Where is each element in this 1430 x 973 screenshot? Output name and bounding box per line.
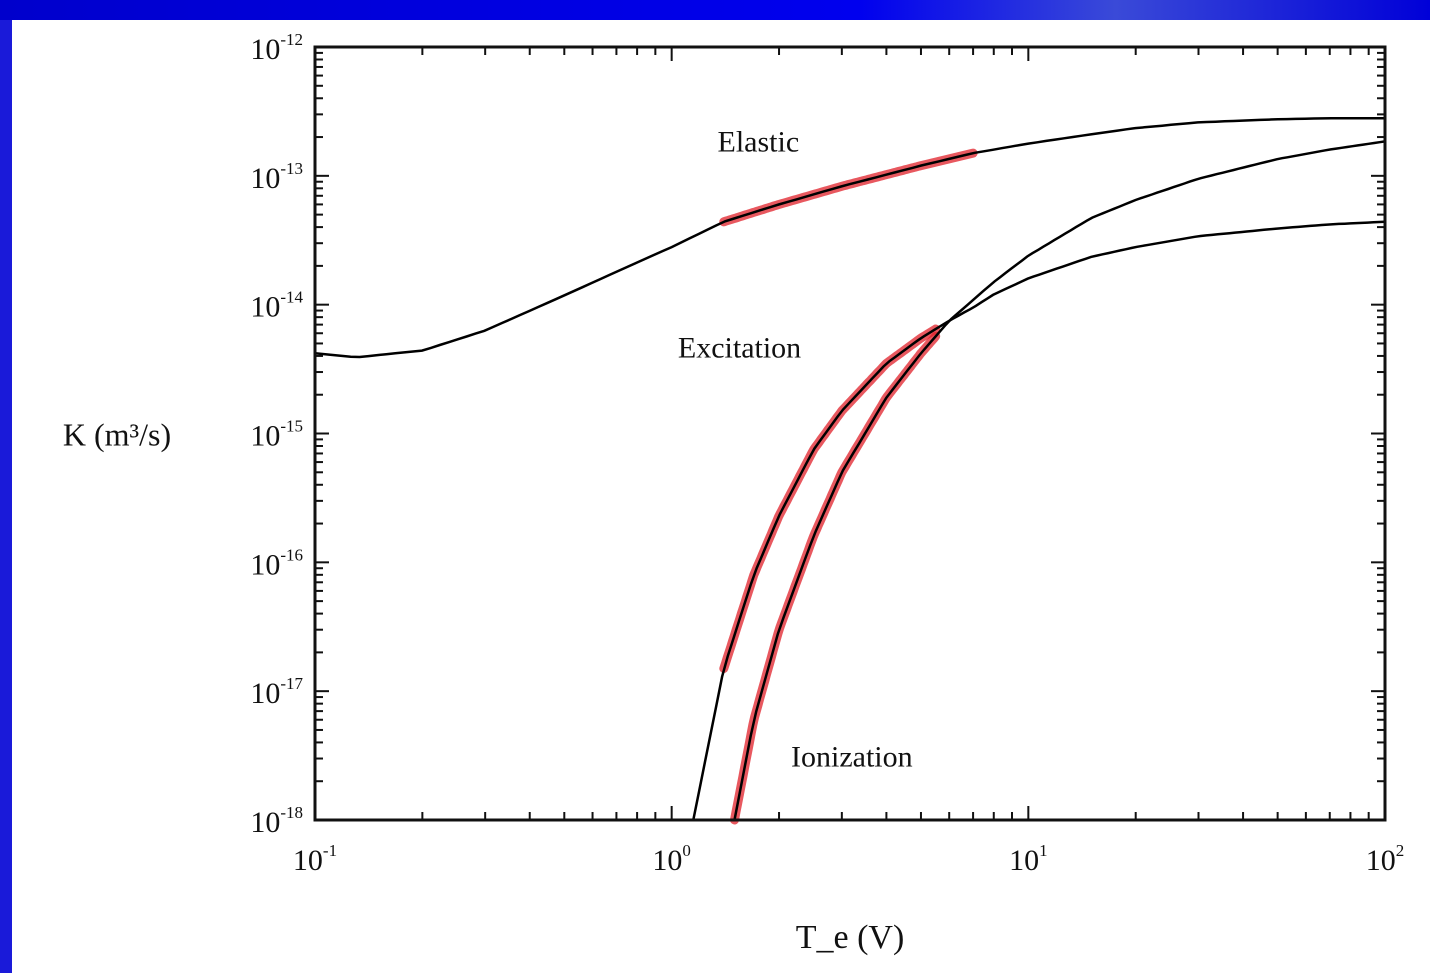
excitation-curve — [692, 220, 1386, 821]
x-tick-label: 100 — [652, 841, 691, 877]
rate-coefficient-chart: 10-1 100 101 102 10-12 10-13 10-14 10-15 10-16 10… — [63, 30, 1404, 956]
y-tick-label: 10-14 — [250, 288, 303, 324]
series-label-elastic: Elastic — [718, 125, 800, 158]
y-axis-label: K (m³/s) — [63, 417, 171, 453]
y-tick-label: 10-16 — [250, 545, 303, 581]
plot-panel: 10-1 100 101 102 10-12 10-13 10-14 10-15 10-16 10… — [12, 20, 1430, 973]
y-tick-label: 10-15 — [250, 417, 303, 453]
elastic-curve — [314, 116, 1385, 359]
x-tick-label: 10-1 — [293, 841, 337, 877]
y-tick-label: 10-17 — [250, 674, 303, 710]
series-label-ionization: Ionization — [791, 741, 913, 774]
slide-top-bar — [0, 0, 1430, 20]
series-label-excitation: Excitation — [678, 331, 801, 364]
tick-label-layer: 10-1 100 101 102 10-12 10-13 10-14 10-15 10-16 10… — [250, 30, 1404, 877]
tick-layer — [314, 47, 1385, 821]
plot-frame — [313, 45, 1387, 822]
x-tick-label: 101 — [1009, 841, 1047, 877]
x-axis-label: T_e (V) — [796, 919, 905, 956]
series-label-layer: Elastic Excitation Ionization — [678, 125, 913, 773]
highlight-layer — [719, 148, 978, 825]
ionization-curve — [733, 140, 1386, 821]
y-tick-label: 10-13 — [250, 159, 303, 195]
y-tick-label: 10-18 — [250, 803, 303, 839]
y-tick-label: 10-12 — [250, 30, 303, 66]
curve-layer — [314, 116, 1386, 821]
x-tick-label: 102 — [1366, 841, 1405, 877]
